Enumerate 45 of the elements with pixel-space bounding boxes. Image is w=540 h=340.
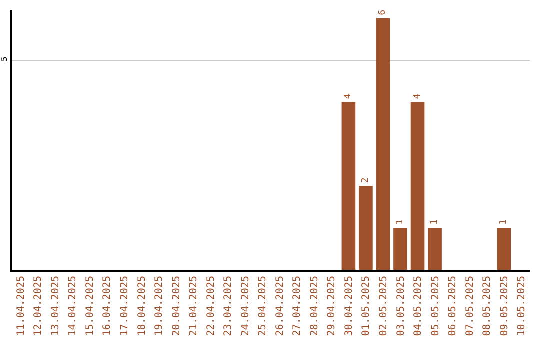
bar xyxy=(428,228,442,270)
bar xyxy=(497,228,512,270)
x-tick-label: 24.04.2025 xyxy=(240,276,252,336)
x-tick-label: 07.05.2025 xyxy=(464,276,476,336)
x-tick-label: 11.04.2025 xyxy=(16,276,27,336)
x-tick-label: 08.05.2025 xyxy=(482,276,494,336)
data-label: 6 xyxy=(378,10,388,16)
x-tick-label: 26.04.2025 xyxy=(274,276,286,336)
data-label: 2 xyxy=(360,178,371,184)
bar xyxy=(394,228,408,270)
x-tick-label: 28.04.2025 xyxy=(309,276,320,336)
x-tick-label: 22.04.2025 xyxy=(206,276,217,336)
x-tick-label: 19.04.2025 xyxy=(154,276,166,336)
x-tick-label: 02.05.2025 xyxy=(378,276,390,336)
x-tick-label: 29.04.2025 xyxy=(326,276,338,336)
x-tick-label: 27.04.2025 xyxy=(292,276,304,336)
x-tick-label: 09.05.2025 xyxy=(499,276,510,336)
data-label: 1 xyxy=(430,220,440,226)
data-label: 4 xyxy=(412,94,423,100)
bar xyxy=(342,102,356,270)
x-tick-label: 23.04.2025 xyxy=(223,276,234,336)
x-tick-label: 25.04.2025 xyxy=(258,276,269,336)
data-label: 1 xyxy=(396,220,406,226)
x-tick-label: 06.05.2025 xyxy=(448,276,459,336)
x-tick-label: 15.04.2025 xyxy=(84,276,96,336)
x-tick-label: 05.05.2025 xyxy=(430,276,442,336)
data-label: 4 xyxy=(344,94,354,100)
x-tick-label: 01.05.2025 xyxy=(361,276,372,336)
x-tick-label: 14.04.2025 xyxy=(68,276,79,336)
x-tick-label: 13.04.2025 xyxy=(50,276,62,336)
bar xyxy=(410,102,425,270)
x-tick-label: 17.04.2025 xyxy=(119,276,130,336)
y-tick-label: 5 xyxy=(0,56,9,62)
bar xyxy=(376,18,390,270)
x-tick-label: 18.04.2025 xyxy=(136,276,148,336)
x-tick-label: 10.05.2025 xyxy=(516,276,528,336)
bar xyxy=(359,186,373,270)
x-tick-label: 21.04.2025 xyxy=(188,276,200,336)
data-label: 1 xyxy=(499,220,510,226)
x-tick-label: 30.04.2025 xyxy=(344,276,355,336)
x-tick-label: 16.04.2025 xyxy=(102,276,114,336)
x-tick-label: 20.04.2025 xyxy=(171,276,182,336)
x-tick-label: 04.05.2025 xyxy=(413,276,424,336)
x-tick-label: 03.05.2025 xyxy=(396,276,407,336)
x-tick-label: 12.04.2025 xyxy=(33,276,44,336)
